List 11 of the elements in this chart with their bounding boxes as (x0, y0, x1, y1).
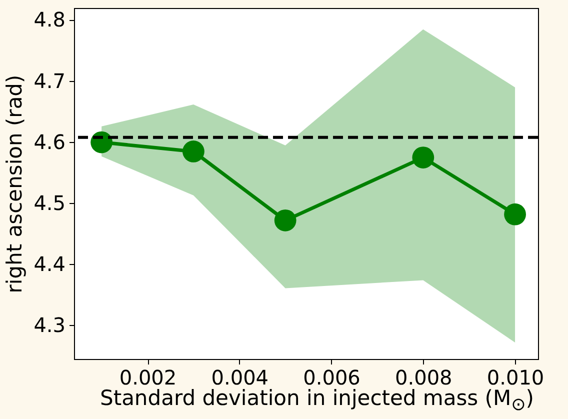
point (412, 146, 434, 168)
y-tick-label: 4.3 (34, 312, 66, 337)
y-tick-label: 4.7 (34, 68, 66, 93)
y-tick-label: 4.8 (34, 8, 66, 32)
point (274, 210, 296, 232)
y-axis-title: right ascension (rad) (2, 74, 27, 294)
y-tick-label: 4.4 (34, 252, 66, 276)
y-tick-label: 4.6 (34, 130, 66, 154)
point (504, 203, 526, 226)
y-tick-label: 4.5 (34, 190, 66, 215)
point (182, 140, 204, 162)
